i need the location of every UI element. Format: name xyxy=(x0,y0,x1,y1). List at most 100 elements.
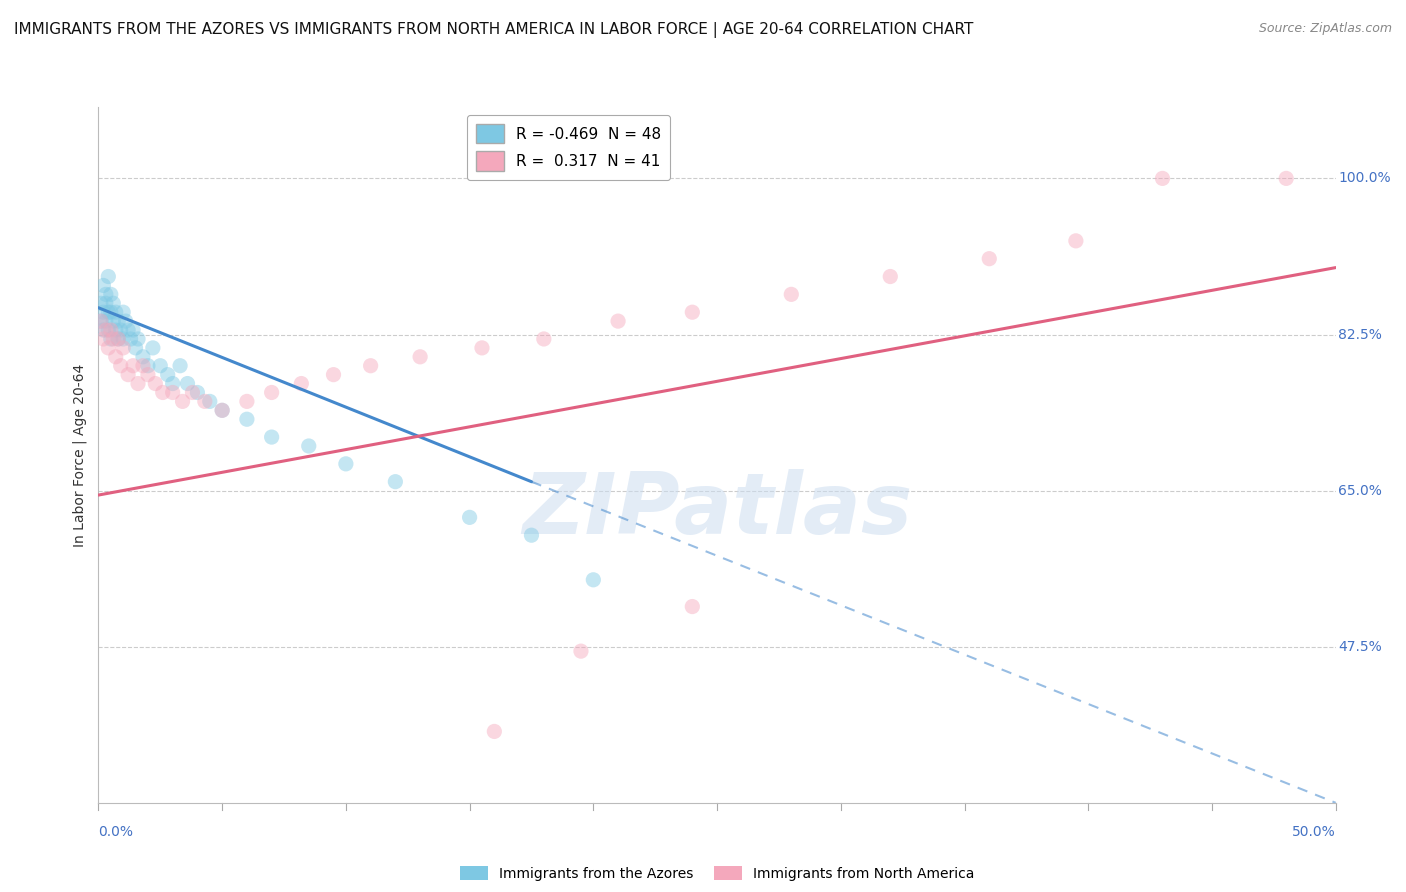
Point xyxy=(104,350,127,364)
Text: IMMIGRANTS FROM THE AZORES VS IMMIGRANTS FROM NORTH AMERICA IN LABOR FORCE | AGE: IMMIGRANTS FROM THE AZORES VS IMMIGRANTS… xyxy=(14,22,973,38)
Point xyxy=(112,305,135,319)
Point xyxy=(107,332,129,346)
Point xyxy=(298,439,321,453)
Legend: Immigrants from the Azores, Immigrants from North America: Immigrants from the Azores, Immigrants f… xyxy=(454,861,980,887)
Text: Source: ZipAtlas.com: Source: ZipAtlas.com xyxy=(1258,22,1392,36)
Point xyxy=(100,287,122,301)
Point xyxy=(681,305,703,319)
Point xyxy=(780,287,803,301)
Point xyxy=(132,359,155,373)
Point xyxy=(236,394,259,409)
Point xyxy=(879,269,901,284)
Point xyxy=(1275,171,1298,186)
Text: 82.5%: 82.5% xyxy=(1339,327,1382,342)
Point xyxy=(136,368,159,382)
Point xyxy=(384,475,406,489)
Point xyxy=(117,323,139,337)
Text: 50.0%: 50.0% xyxy=(1292,825,1336,839)
Point xyxy=(322,368,344,382)
Point xyxy=(162,385,184,400)
Point xyxy=(186,385,208,400)
Point xyxy=(194,394,217,409)
Point xyxy=(136,359,159,373)
Point xyxy=(100,305,122,319)
Point xyxy=(120,332,142,346)
Point xyxy=(114,314,136,328)
Text: 0.0%: 0.0% xyxy=(98,825,134,839)
Point xyxy=(103,314,125,328)
Point xyxy=(132,350,155,364)
Point xyxy=(127,332,149,346)
Point xyxy=(90,314,112,328)
Point xyxy=(94,287,117,301)
Point xyxy=(458,510,481,524)
Point xyxy=(124,341,146,355)
Point xyxy=(149,359,172,373)
Point xyxy=(104,305,127,319)
Point xyxy=(260,385,283,400)
Point xyxy=(172,394,194,409)
Point xyxy=(90,296,112,310)
Point xyxy=(103,332,125,346)
Point xyxy=(94,296,117,310)
Point xyxy=(94,314,117,328)
Text: ZIPatlas: ZIPatlas xyxy=(522,469,912,552)
Point xyxy=(409,350,432,364)
Point xyxy=(290,376,312,391)
Point xyxy=(211,403,233,417)
Point xyxy=(90,314,112,328)
Point xyxy=(607,314,630,328)
Point xyxy=(1064,234,1087,248)
Point xyxy=(162,376,184,391)
Point xyxy=(152,385,174,400)
Point xyxy=(484,724,506,739)
Point xyxy=(93,323,115,337)
Point xyxy=(127,376,149,391)
Point xyxy=(1152,171,1174,186)
Point xyxy=(107,332,129,346)
Point xyxy=(93,278,115,293)
Point xyxy=(181,385,204,400)
Point xyxy=(122,323,145,337)
Point xyxy=(156,368,179,382)
Y-axis label: In Labor Force | Age 20-64: In Labor Force | Age 20-64 xyxy=(73,363,87,547)
Point xyxy=(94,323,117,337)
Point xyxy=(236,412,259,426)
Point xyxy=(569,644,592,658)
Point xyxy=(520,528,543,542)
Point xyxy=(122,359,145,373)
Point xyxy=(176,376,198,391)
Text: 65.0%: 65.0% xyxy=(1339,483,1382,498)
Point xyxy=(110,323,132,337)
Point xyxy=(211,403,233,417)
Point xyxy=(100,323,122,337)
Point xyxy=(100,332,122,346)
Point xyxy=(471,341,494,355)
Point xyxy=(112,332,135,346)
Point xyxy=(582,573,605,587)
Point xyxy=(979,252,1001,266)
Text: 100.0%: 100.0% xyxy=(1339,171,1391,186)
Point xyxy=(97,323,120,337)
Point xyxy=(260,430,283,444)
Point xyxy=(142,341,165,355)
Point xyxy=(143,376,166,391)
Point xyxy=(169,359,191,373)
Point xyxy=(681,599,703,614)
Point xyxy=(107,314,129,328)
Point xyxy=(533,332,555,346)
Text: 47.5%: 47.5% xyxy=(1339,640,1382,654)
Point xyxy=(198,394,221,409)
Point xyxy=(117,368,139,382)
Point xyxy=(97,341,120,355)
Point xyxy=(360,359,382,373)
Point xyxy=(335,457,357,471)
Point xyxy=(112,341,135,355)
Point xyxy=(110,359,132,373)
Point xyxy=(104,323,127,337)
Point xyxy=(97,269,120,284)
Point xyxy=(103,296,125,310)
Point xyxy=(93,305,115,319)
Point xyxy=(97,305,120,319)
Point xyxy=(93,332,115,346)
